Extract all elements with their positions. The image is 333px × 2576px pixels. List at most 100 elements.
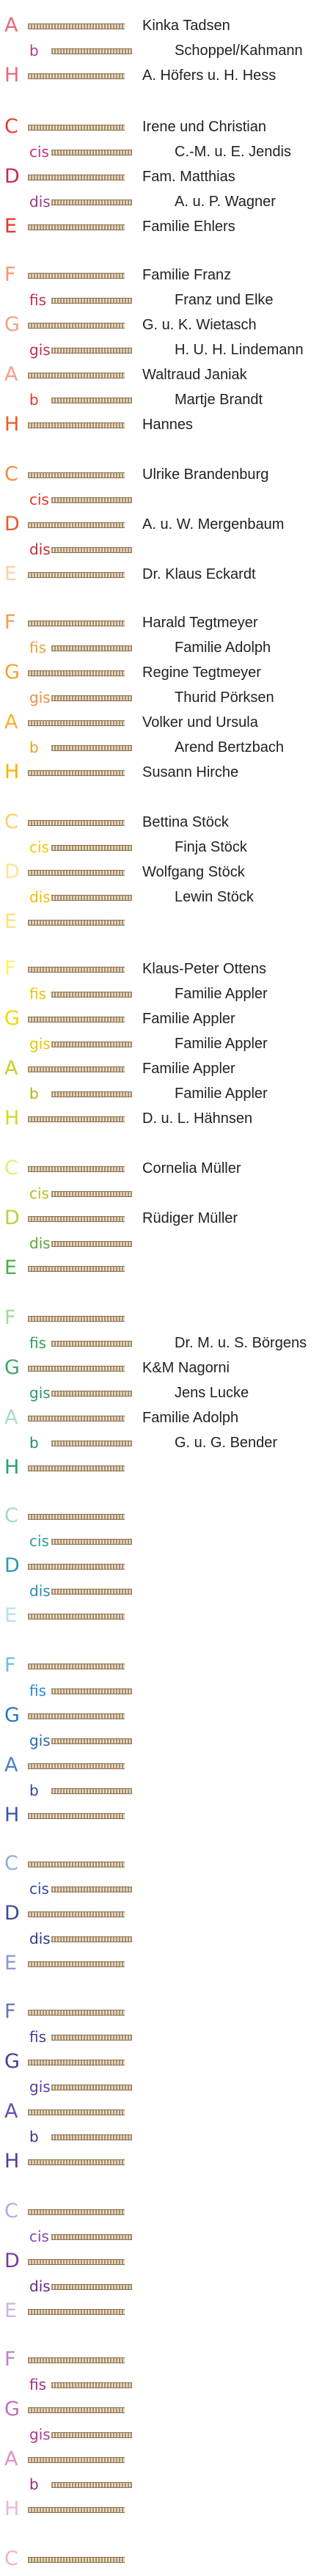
bell-bar <box>51 845 132 851</box>
bell-bar <box>28 820 125 826</box>
bell-bar <box>28 1316 125 1322</box>
note-label: A <box>4 363 18 386</box>
bell-row: E <box>0 911 333 933</box>
bell-row: cis Finja Stöck <box>0 836 333 858</box>
bell-bar <box>51 2134 132 2140</box>
note-label: D <box>4 1902 20 1925</box>
bell-row: A <box>0 2448 333 2470</box>
bell-bar <box>28 23 125 29</box>
note-label: gis <box>29 1732 51 1749</box>
bell-bar <box>51 2035 132 2041</box>
bell-bar <box>28 1514 125 1520</box>
bell-bar <box>28 175 125 180</box>
bell-row: dis A. u. P. Wagner <box>0 191 333 213</box>
sponsor-name: Waltraud Janiak <box>142 367 247 383</box>
bell-row: G <box>0 2051 333 2073</box>
sponsor-name: Harald Tegtmeyer <box>142 615 258 631</box>
note-label: b <box>29 42 39 59</box>
sponsor-name: Familie Adolph <box>142 1410 239 1426</box>
bell-row: F Harald Tegtmeyer <box>0 612 333 634</box>
note-label: b <box>29 1782 39 1799</box>
note-label: dis <box>29 193 51 211</box>
bell-row: G Familie Appler <box>0 1008 333 1030</box>
bell-bar <box>28 1017 125 1022</box>
bell-bar <box>28 2557 125 2563</box>
bell-bar <box>28 422 125 428</box>
bell-bar <box>51 48 132 54</box>
sponsor-name: G. u. G. Bender <box>175 1435 278 1451</box>
bell-bar <box>28 870 125 876</box>
bell-row: D <box>0 2250 333 2272</box>
note-label: cis <box>29 1880 49 1898</box>
bell-row: F Klaus-Peter Ottens <box>0 958 333 980</box>
bell-bar <box>51 992 132 998</box>
bell-bar <box>28 472 125 478</box>
bell-bar <box>28 1911 125 1917</box>
bell-row: A <box>0 1754 333 1777</box>
sponsor-name: G. u. K. Wietasch <box>142 317 257 333</box>
bell-bar <box>51 2382 132 2388</box>
bell-bar <box>51 1936 132 1942</box>
sponsor-name: Regine Tegtmeyer <box>142 665 261 681</box>
bell-row: b Martje Brandt <box>0 389 333 411</box>
bell-row: cis <box>0 2225 333 2247</box>
bell-row: E <box>0 2300 333 2322</box>
note-label: E <box>4 1604 18 1627</box>
bell-bar <box>51 2432 132 2438</box>
note-label: cis <box>29 838 49 856</box>
bell-row: F <box>0 1655 333 1677</box>
bell-bar <box>28 1664 125 1669</box>
note-label: C <box>4 811 18 833</box>
sponsor-name: Arend Bertzbach <box>175 739 284 755</box>
note-label: dis <box>29 1930 51 1947</box>
note-label: H <box>4 1107 20 1130</box>
bell-row: F Familie Franz <box>0 264 333 286</box>
sponsor-name: Familie Appler <box>175 1036 268 1052</box>
bell-row: G G. u. K. Wietasch <box>0 314 333 336</box>
bell-row: fis Dr. M. u. S. Börgens <box>0 1332 333 1354</box>
bell-bar <box>51 2234 132 2240</box>
bell-row: dis <box>0 2275 333 2297</box>
bell-row: fis Familie Appler <box>0 983 333 1005</box>
note-label: F <box>4 2000 16 2023</box>
sponsor-name: A. u. P. Wagner <box>175 194 276 210</box>
sponsor-name: D. u. L. Hähnsen <box>142 1110 253 1127</box>
bell-bar <box>28 2457 125 2463</box>
note-label: cis <box>29 1532 49 1550</box>
bell-row: cis <box>0 489 333 511</box>
note-label: b <box>29 2476 39 2493</box>
bell-bar <box>51 745 132 751</box>
note-label: D <box>4 1554 20 1577</box>
bell-row: cis <box>0 1530 333 1552</box>
note-label: A <box>4 14 18 37</box>
bell-row: C <box>0 1505 333 1527</box>
note-label: E <box>4 2299 18 2322</box>
note-label: H <box>4 1456 20 1479</box>
sponsor-name: Finja Stöck <box>175 839 247 855</box>
bell-bar <box>28 2507 125 2513</box>
bell-row: gis Familie Appler <box>0 1033 333 1055</box>
bell-row: E <box>0 1953 333 1975</box>
sponsor-name: Dr. Klaus Eckardt <box>142 566 256 582</box>
bell-row: H D. u. L. Hähnsen <box>0 1108 333 1130</box>
note-label: gis <box>29 1035 51 1053</box>
bell-bar <box>28 1266 125 1272</box>
sponsor-name: Familie Appler <box>175 1086 268 1102</box>
bell-bar <box>51 2284 132 2290</box>
bell-bar <box>28 2357 125 2363</box>
bell-row: A Familie Appler <box>0 1058 333 1080</box>
bell-row: E <box>0 1257 333 1279</box>
bell-row: A <box>0 2101 333 2123</box>
bell-row: fis <box>0 2374 333 2396</box>
sponsor-name: Ulrike Brandenburg <box>142 466 269 483</box>
bell-bar <box>51 895 132 901</box>
bell-row: b Schoppel/Kahmann <box>0 40 333 62</box>
note-label: gis <box>29 2078 51 2096</box>
note-label: b <box>29 391 39 409</box>
bell-row: b <box>0 2473 333 2495</box>
bell-bar <box>51 497 132 503</box>
note-label: H <box>4 2498 20 2520</box>
bell-row: H <box>0 1804 333 1826</box>
note-label: dis <box>29 541 51 558</box>
note-label: C <box>4 1504 18 1527</box>
